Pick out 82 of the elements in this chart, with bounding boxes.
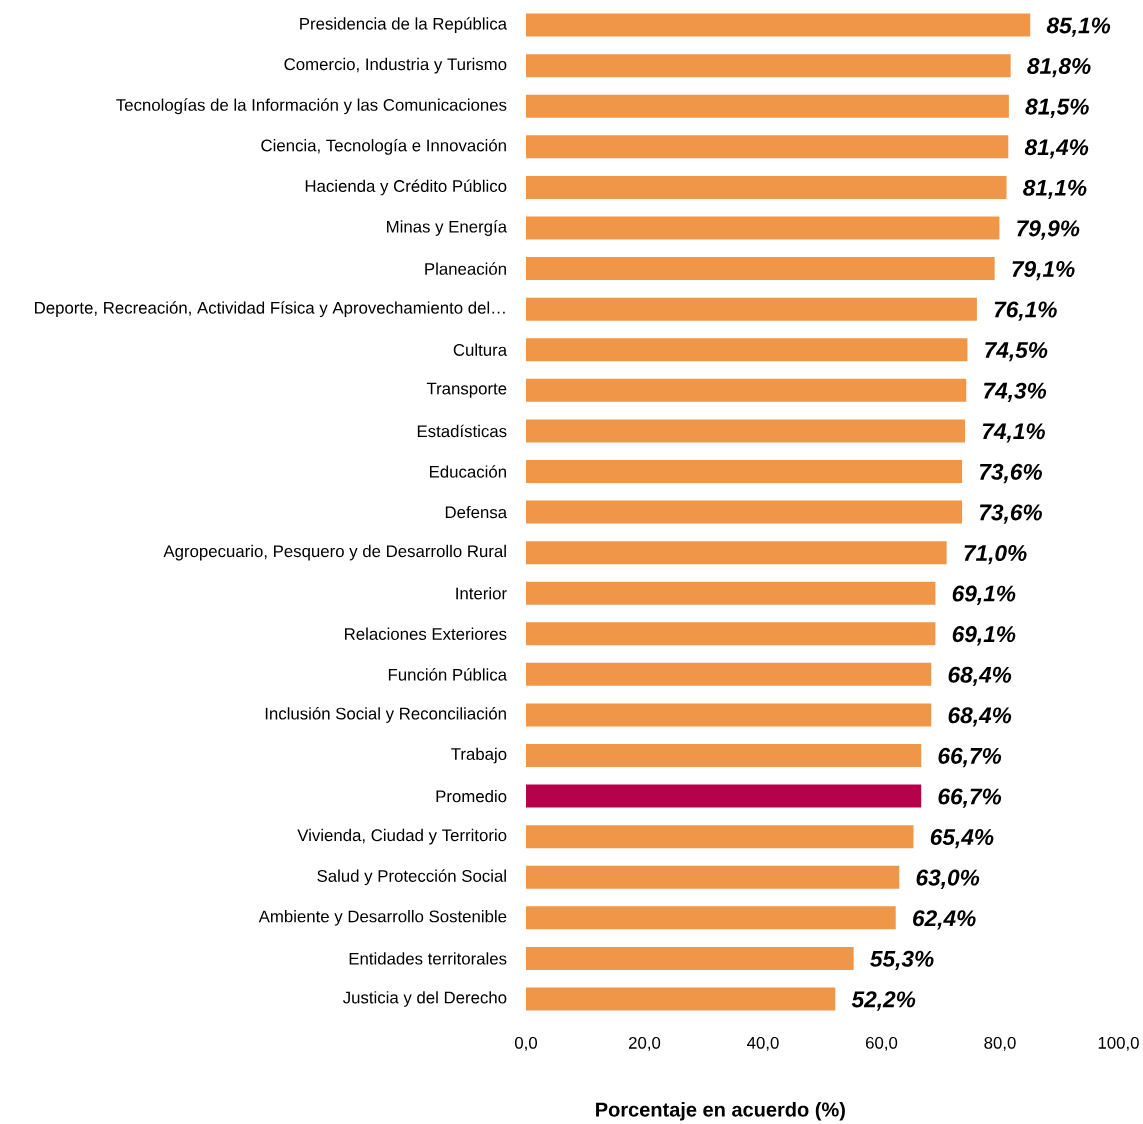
bar (526, 257, 995, 281)
bar (526, 825, 914, 849)
data-label: 68,4% (948, 666, 1012, 687)
x-tick-label: 20,0 (628, 1036, 661, 1051)
data-label: 76,1% (994, 301, 1057, 321)
y-tick-label: Salud y Protección Social (317, 869, 506, 886)
y-tick-label: Ambiente y Desarrollo Sostenible (258, 910, 507, 926)
data-label: 69,1% (952, 626, 1016, 646)
data-label: 66,7% (938, 788, 1002, 808)
data-label: 74,1% (982, 423, 1045, 443)
x-axis-title: Porcentaje en acuerdo (%) (596, 1101, 845, 1121)
bar (526, 865, 900, 889)
y-tick-label: Planeación (425, 262, 506, 275)
bar (526, 54, 1011, 78)
data-label: 68,4% (948, 707, 1012, 727)
y-tick-label: Función Pública (388, 668, 508, 681)
bar (526, 500, 963, 524)
bar (526, 744, 922, 768)
y-tick-label: Transporte (426, 382, 507, 398)
data-label: 79,9% (1017, 220, 1080, 240)
y-tick-label: Interior (456, 587, 507, 600)
bar (526, 622, 936, 646)
data-label: 73,6% (979, 504, 1042, 524)
bar (526, 946, 854, 970)
data-label: 55,3% (870, 950, 934, 971)
data-label: 81,4% (1024, 139, 1089, 159)
y-tick-label: Justicia y del Derecho (343, 991, 507, 1007)
bar (526, 216, 1000, 240)
x-tick-label: 40,0 (747, 1036, 779, 1051)
y-tick-label: Minas y Energía (387, 220, 508, 236)
data-label: 71,0% (964, 544, 1027, 565)
x-tick-label: 80,0 (984, 1036, 1016, 1051)
y-tick-label: Entidades territorales (349, 952, 507, 965)
bar (526, 175, 1007, 199)
y-tick-label: Tecnologías de la Información y las Comunicaciones (116, 98, 507, 115)
bar (526, 906, 896, 930)
y-tick-label: Relaciones Exteriores (345, 627, 507, 640)
y-tick-label: Defensa (445, 505, 508, 519)
y-tick-label: Promedio (436, 789, 507, 803)
data-label: 62,4% (913, 910, 976, 930)
y-tick-label: Trabajo (451, 747, 507, 764)
data-label: 73,6% (979, 463, 1042, 484)
y-tick-label: Ciencia, Tecnología e Innovación (261, 138, 506, 155)
data-label: 81,8% (1027, 58, 1091, 78)
y-tick-label: Presidencia de la República (300, 17, 508, 34)
x-tick-label: 100,0 (1098, 1036, 1139, 1051)
bar (526, 987, 836, 1011)
bar (526, 541, 947, 565)
data-label: 69,1% (952, 585, 1016, 605)
data-label: 74,3% (984, 382, 1047, 402)
y-tick-label: Vivienda, Ciudad y Territorio (297, 828, 507, 845)
bar (526, 94, 1009, 118)
data-label: 65,4% (930, 829, 994, 849)
data-label: 74,5% (985, 342, 1048, 362)
bar (526, 784, 922, 808)
data-label: 81,1% (1023, 179, 1087, 200)
bar (526, 378, 967, 402)
y-tick-label: Educación (429, 465, 506, 478)
x-tick-label: 0,0 (514, 1036, 538, 1051)
bar (526, 662, 932, 686)
bar (526, 135, 1009, 159)
y-tick-label: Estadísticas (417, 424, 507, 438)
data-label: 52,2% (851, 991, 916, 1011)
y-tick-label: Comercio, Industria y Turismo (284, 57, 507, 74)
bar (526, 13, 1031, 37)
y-tick-label: Inclusión Social y Reconciliación (265, 707, 506, 723)
bar (526, 703, 932, 727)
data-label: 66,7% (938, 747, 1002, 768)
y-tick-label: Cultura (453, 343, 508, 356)
bar (526, 459, 963, 483)
data-label: 63,0% (916, 869, 980, 889)
bar (526, 581, 936, 605)
data-label: 81,5% (1025, 98, 1089, 118)
bar (526, 297, 977, 321)
y-tick-label: Hacienda y Crédito Público (305, 179, 507, 196)
y-tick-label: Agropecuario, Pesquero y de Desarrollo Rural (163, 544, 506, 561)
x-tick-label: 60,0 (866, 1036, 898, 1051)
y-tick-label: Deporte, Recreación, Actividad Física y Aprovechamiento del… (35, 301, 505, 318)
data-label: 79,1% (1012, 260, 1075, 281)
bar (526, 419, 966, 443)
data-label: 85,1% (1046, 17, 1111, 37)
bar (526, 338, 968, 362)
